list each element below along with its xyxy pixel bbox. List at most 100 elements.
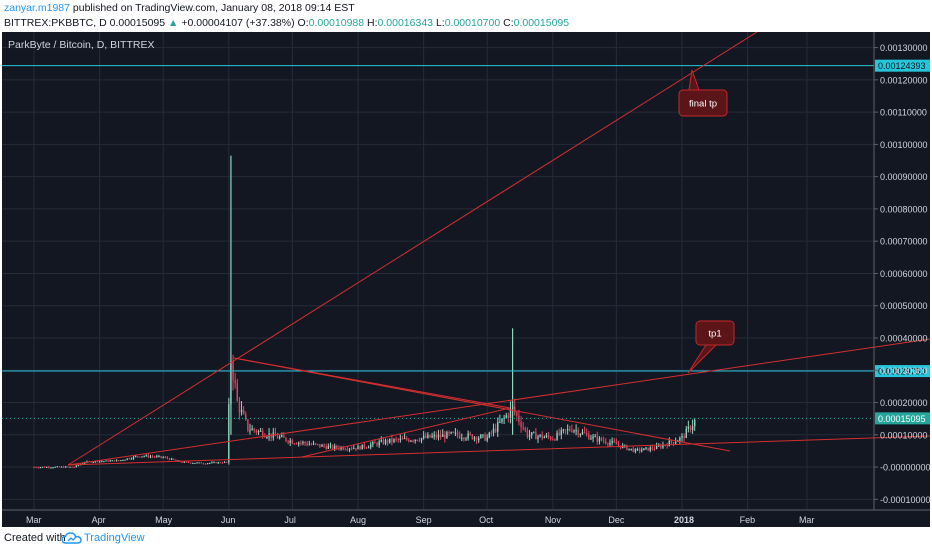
candle-body [490, 432, 493, 434]
last-price-label: 0.00015095 [878, 414, 926, 424]
candle-body [247, 419, 249, 431]
candle-body [516, 412, 518, 416]
candle-body [617, 444, 620, 446]
x-tick-label: Sep [416, 515, 432, 525]
candle-body [200, 462, 202, 464]
candle-body [649, 447, 651, 451]
x-tick-label: Mar [799, 515, 815, 525]
price-chart[interactable]: 0.00124393 0.00029750 0.00015095 final tp t… [2, 31, 931, 527]
candle-body [185, 461, 188, 463]
trendline[interactable] [67, 338, 931, 466]
candle-body [168, 458, 171, 460]
candle-body [471, 434, 474, 440]
candle-body [213, 462, 215, 464]
callout[interactable]: tp1 [687, 320, 735, 374]
candle-body [564, 429, 567, 431]
candle-body [528, 435, 531, 438]
trendline[interactable] [67, 31, 758, 466]
candles [33, 155, 696, 469]
author-link[interactable]: zanyar.m1987 [4, 2, 70, 14]
candle-body [367, 447, 370, 449]
x-tick-label: May [155, 515, 173, 525]
candle-body [641, 450, 643, 452]
candle-body [219, 462, 222, 464]
high-value: 0.00016343 [377, 17, 434, 29]
low-value: 0.00010700 [444, 17, 501, 29]
candle-body [285, 437, 287, 442]
callout-box [695, 320, 735, 346]
candle-body [321, 445, 323, 447]
candle-body [501, 418, 503, 422]
candle-body [264, 436, 266, 438]
candle-body [310, 444, 313, 446]
callout-label: tp1 [708, 329, 721, 340]
candle-body [96, 461, 99, 463]
candle-body [391, 438, 393, 442]
level-price-tag [875, 59, 930, 72]
candle-body [257, 431, 260, 433]
chart-area[interactable]: 0.00124393 0.00029750 0.00015095 final tp t… [2, 31, 931, 527]
candle-body [435, 434, 438, 438]
candle-body [429, 434, 431, 438]
candle-body [92, 462, 94, 464]
candle-body [628, 448, 630, 450]
candle-body [505, 415, 507, 418]
candle-body [262, 430, 264, 437]
candle-body [651, 447, 654, 449]
trendline[interactable] [233, 357, 511, 409]
candle-body [674, 441, 677, 444]
y-tick-label: 0.00110000 [880, 108, 927, 118]
callout[interactable]: final tp [678, 69, 728, 117]
candle-body [143, 456, 145, 458]
candle-body [211, 462, 213, 464]
candle-body [410, 440, 412, 442]
candle-body [596, 436, 598, 442]
candle-body [681, 436, 683, 438]
candle-body [611, 441, 613, 443]
candle-body [399, 438, 402, 440]
candle-body [370, 444, 372, 448]
price-axis[interactable]: 0.00130000 0.00120000 0.00110000 0.00100000… [873, 32, 931, 510]
candle-body [48, 466, 50, 468]
candle-body [374, 442, 376, 444]
candle-body [590, 438, 592, 440]
open-value: 0.00010988 [308, 17, 365, 29]
candle-body [556, 432, 558, 441]
callout-box [678, 89, 728, 117]
high-label: H: [367, 17, 378, 29]
candle-body [215, 462, 217, 464]
candle-body [361, 444, 363, 450]
trendline[interactable] [233, 357, 731, 452]
close-value: 0.00015095 [513, 17, 570, 29]
y-tick-label: 0.00030000 [880, 366, 928, 376]
candle-body [196, 462, 198, 464]
x-tick-label: Feb [740, 515, 756, 525]
trendlines [67, 31, 931, 466]
candle-body [643, 448, 645, 451]
candle-body [401, 438, 404, 440]
candle-body [156, 456, 158, 458]
candle-body [679, 437, 681, 441]
candle-body [236, 383, 238, 401]
candle-body [166, 457, 169, 459]
candle-body [147, 455, 150, 458]
candle-body [266, 437, 268, 439]
candle-body [588, 434, 590, 440]
candle-body [234, 380, 236, 384]
candle-body [319, 444, 321, 447]
candle-body [122, 460, 124, 462]
x-tick-label: Jun [221, 515, 236, 525]
trendline[interactable] [67, 435, 931, 466]
candle-body [336, 445, 338, 449]
candle-body [384, 440, 387, 444]
y-tick-label: 0.00090000 [880, 172, 928, 182]
trendline[interactable] [301, 407, 511, 458]
candle-body [482, 434, 484, 436]
candle-body [359, 446, 361, 450]
candle-body [672, 442, 675, 444]
tradingview-brand[interactable]: TradingView [84, 532, 145, 544]
y-tick-label: 0.00060000 [880, 269, 928, 279]
candle-body [634, 449, 637, 452]
time-axis[interactable]: Mar Apr May Jun Jul Aug Sep Oct Nov Dec 2018 Feb Mar [2, 509, 930, 525]
candle-body [132, 456, 135, 459]
